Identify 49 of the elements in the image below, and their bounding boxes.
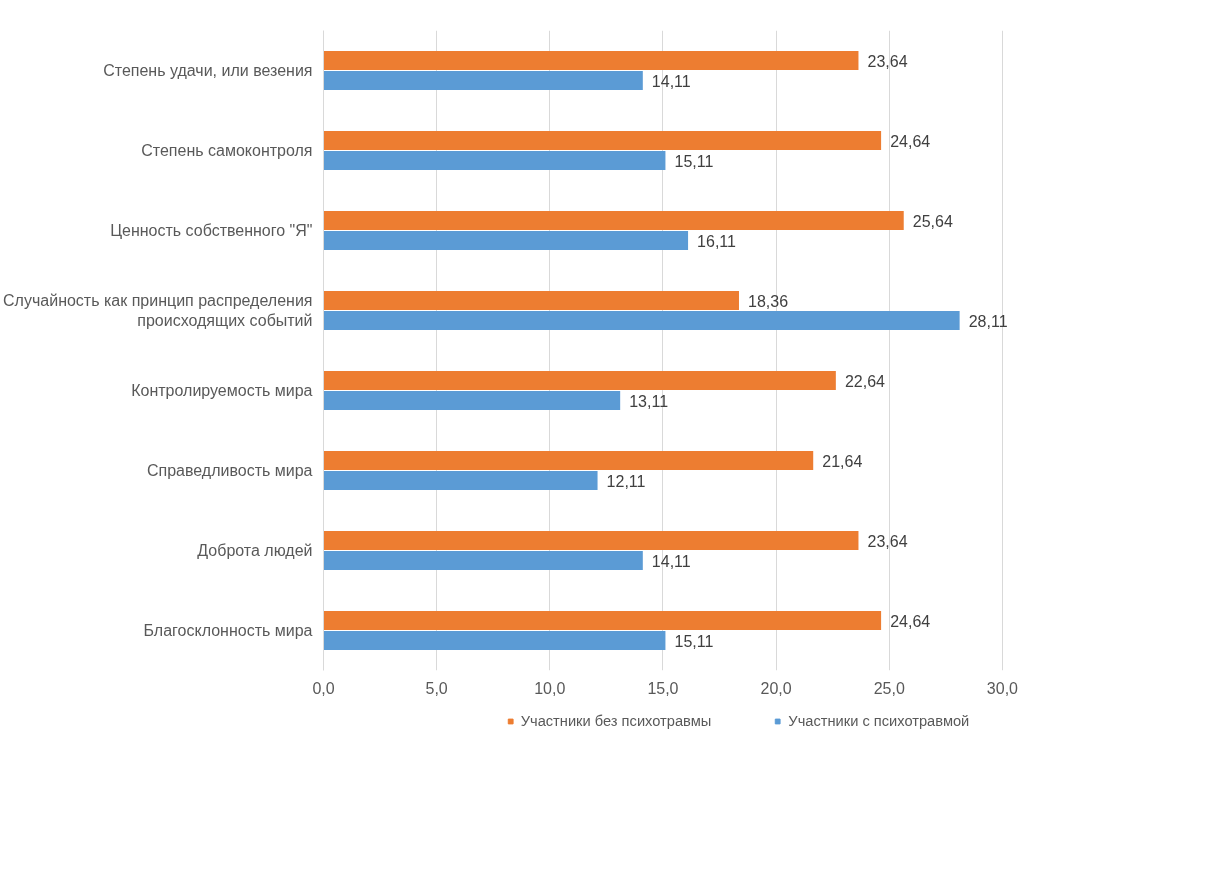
data-label: 24,64	[890, 612, 931, 630]
data-label: 15,11	[674, 632, 714, 650]
data-label: 21,64	[822, 452, 863, 470]
y-tick-label: Случайность как принцип распределения происходящих событий	[3, 291, 313, 330]
x-tick-label: 25,0	[873, 679, 905, 697]
y-tick-label: Ценность собственного "Я"	[110, 222, 313, 239]
data-label: 23,64	[867, 52, 908, 70]
data-label: 25,64	[912, 212, 953, 230]
bar	[323, 371, 836, 390]
legend-label: Участники без психотравмы	[520, 713, 712, 729]
bar	[323, 551, 643, 570]
x-tick-label: 0,0	[312, 679, 335, 697]
legend-label: Участники с психотравмой	[788, 713, 970, 729]
bar	[323, 451, 814, 470]
y-tick-label: Степень удачи, или везения	[103, 62, 313, 79]
bar	[323, 611, 882, 630]
data-label: 14,11	[651, 552, 691, 570]
data-label: 16,11	[697, 232, 737, 250]
x-tick-label: 30,0	[986, 679, 1019, 697]
y-tick-label: Справедливость мира	[146, 462, 313, 479]
bar	[323, 151, 666, 170]
data-label: 13,11	[629, 392, 669, 410]
y-tick-label: Доброта людей	[197, 542, 313, 559]
data-label: 12,11	[606, 472, 646, 490]
data-label: 23,64	[867, 532, 908, 550]
data-label: 28,11	[968, 312, 1008, 330]
data-label: 18,36	[748, 292, 789, 310]
data-label: 22,64	[844, 372, 886, 390]
data-label: 14,11	[651, 72, 691, 90]
bar	[323, 311, 960, 330]
x-tick-label: 5,0	[425, 679, 448, 697]
data-label: 24,64	[890, 132, 931, 150]
bar	[323, 531, 859, 550]
bar	[323, 291, 739, 310]
bar	[323, 71, 643, 90]
bar	[323, 131, 882, 150]
bar	[323, 51, 859, 70]
y-tick-label: Контролируемость мира	[131, 382, 313, 399]
bar	[323, 211, 904, 230]
y-tick-label: Степень самоконтроля	[141, 142, 313, 159]
bar	[323, 471, 598, 490]
bar	[323, 631, 666, 650]
bar	[323, 231, 689, 250]
y-tick-label: Благосклонность мира	[143, 622, 313, 639]
x-tick-label: 10,0	[534, 679, 566, 697]
bar	[323, 391, 621, 410]
x-tick-label: 20,0	[760, 679, 792, 697]
data-label: 15,11	[674, 152, 714, 170]
x-tick-label: 15,0	[647, 679, 679, 697]
